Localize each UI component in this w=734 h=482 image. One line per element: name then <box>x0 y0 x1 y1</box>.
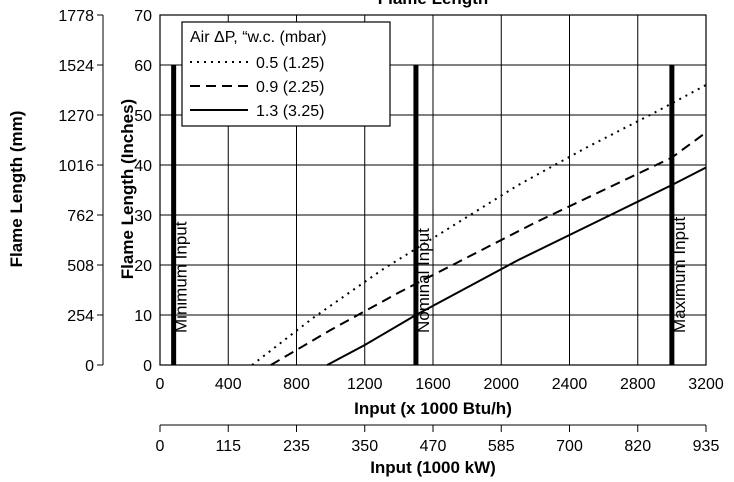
x2-tick-label: 585 <box>488 438 515 455</box>
y2-tick-label: 0 <box>85 358 94 375</box>
legend-title: Air ΔP, “w.c. (mbar) <box>190 29 327 46</box>
x-tick-label: 2400 <box>552 376 588 393</box>
marker-label: Maximum Input <box>670 217 689 333</box>
y2-axis-title: Flame Length (mm) <box>7 111 26 268</box>
y-tick-label: 0 <box>143 358 152 375</box>
x-tick-label: 1200 <box>347 376 383 393</box>
y2-tick-label: 254 <box>67 308 94 325</box>
y2-tick-label: 1016 <box>58 158 94 175</box>
y2-tick-label: 1270 <box>58 108 94 125</box>
y-tick-label: 50 <box>134 108 152 125</box>
y-tick-label: 30 <box>134 208 152 225</box>
x-tick-label: 800 <box>283 376 310 393</box>
x2-tick-label: 700 <box>556 438 583 455</box>
x2-tick-label: 235 <box>283 438 310 455</box>
series-lines <box>251 84 707 366</box>
x-tick-label: 2800 <box>620 376 656 393</box>
y-tick-label: 60 <box>134 58 152 75</box>
x2-axis-title: Input (1000 kW) <box>370 458 496 477</box>
y2-tick-label: 508 <box>67 258 94 275</box>
x-tick-label: 3200 <box>688 376 724 393</box>
x2-tick-label: 115 <box>215 438 241 455</box>
x2-tick-label: 935 <box>693 438 720 455</box>
y-tick-label: 10 <box>134 308 152 325</box>
tick-labels: 0 400 800 1200 1600 2000 2400 2800 3200010203040… <box>58 8 723 455</box>
series-line-dotted <box>251 84 707 366</box>
legend-entry-1: 0.5 (1.25) <box>256 55 324 72</box>
y-tick-label: 40 <box>134 158 152 175</box>
y2-tick-label: 762 <box>67 208 94 225</box>
x2-tick-label: 820 <box>624 438 651 455</box>
x-tick-label: 400 <box>215 376 242 393</box>
y2-tick-label: 1524 <box>58 58 94 75</box>
legend-entry-2: 0.9 (2.25) <box>256 79 324 96</box>
plot-frame <box>159 14 707 366</box>
legend-entry-3: 1.3 (3.25) <box>256 103 324 120</box>
series-line-dashed <box>270 131 707 366</box>
legend: Air ΔP, “w.c. (mbar) 0.5 (1.25) 0.9 (2.2… <box>181 21 391 127</box>
chart-title: Flame Length <box>378 0 489 8</box>
x-tick-label: 2000 <box>483 376 519 393</box>
y-axis-title: Flame Length (Inches) <box>118 99 137 279</box>
marker-label: Minimum Input <box>172 221 191 333</box>
x-axis-title: Input (x 1000 Btu/h) <box>354 399 512 418</box>
x-tick-label: 0 <box>156 376 165 393</box>
y-tick-label: 70 <box>134 8 152 25</box>
y2-tick-label: 1778 <box>58 8 94 25</box>
y-tick-label: 20 <box>134 258 152 275</box>
marker-label: Nominal Input <box>414 228 433 333</box>
series-line-solid <box>326 166 707 366</box>
input-markers: Minimum Input Nominal Input Maximum Input <box>171 65 689 365</box>
x2-tick-label: 470 <box>420 438 447 455</box>
x-tick-label: 1600 <box>415 376 451 393</box>
x2-tick-label: 350 <box>351 438 378 455</box>
x2-tick-label: 0 <box>156 438 165 455</box>
legend-box <box>181 21 391 127</box>
